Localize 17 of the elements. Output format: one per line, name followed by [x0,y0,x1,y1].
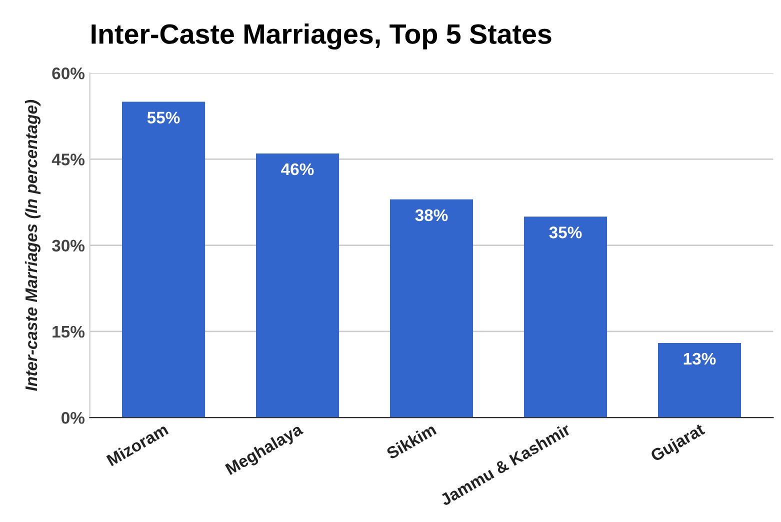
y-tick-label: 0% [62,412,85,424]
data-label: 38% [415,209,448,222]
bar [256,153,340,418]
chart-title: Inter-Caste Marriages, Top 5 States [92,24,552,50]
data-label: 55% [147,112,180,124]
y-tick-label: 30% [52,240,85,252]
y-tick-label: 15% [52,326,85,338]
y-axis-title: Inter-caste Marriages (In percentage) [24,100,40,391]
y-tick-label: 45% [52,154,85,166]
data-label: 13% [684,352,716,365]
bar [524,216,608,418]
data-label: 46% [281,163,314,176]
data-label: 35% [549,226,582,238]
bar [390,199,474,418]
bar [122,102,206,418]
y-tick-label: 60% [52,67,85,80]
bar [658,342,742,418]
